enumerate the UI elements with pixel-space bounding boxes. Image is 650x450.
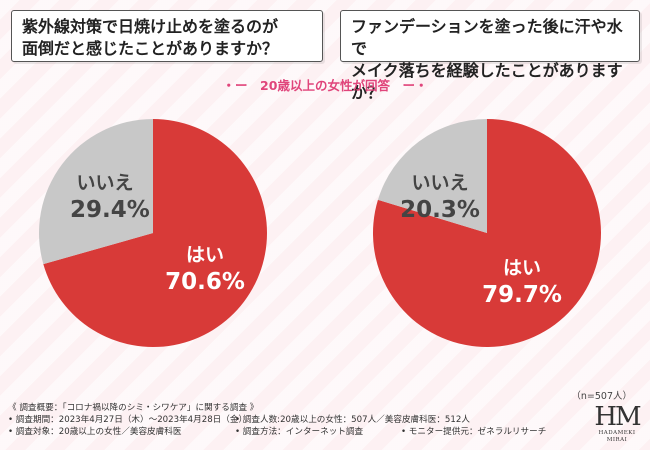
pie-svg-left [39, 119, 268, 347]
pie-left-label-yes: はい 70.6% [160, 240, 250, 295]
footer-provider: • モニター提供元：ゼネラルリサーチ [401, 427, 547, 437]
pie-right-label-no-category: いいえ [411, 172, 469, 194]
pie-right-label-yes-category: はい [502, 257, 541, 279]
pie-left-slice-no [39, 119, 153, 265]
pie-left-label-yes-category: はい [185, 244, 224, 266]
footer-summary: 《 調査概要：「コロナ禍以降のシミ・シワケア」に関する調査 》 [8, 403, 259, 413]
footer-period: • 調査期間：2023年4月27日（木）～2023年4月28日（金） [8, 415, 248, 425]
question-left-line2: 面倒だと感じたことがありますか？ [22, 39, 279, 58]
pie-left-label-no-category: いいえ [76, 172, 134, 194]
question-left-line1: 紫外線対策で日焼け止めを塗るのが [22, 17, 279, 36]
pie-chart-left: いいえ 29.4% はい 70.6% [38, 118, 268, 348]
question-right-line1: ファンデーションを塗った後に汗や水で [351, 17, 623, 58]
pie-right-slice-no [377, 119, 487, 233]
pie-right-label-no: いいえ 20.3% [400, 168, 480, 223]
footer-method: • 調査方法：インターネット調査 [235, 427, 364, 437]
logo-mark: HM [594, 402, 641, 432]
question-box-left: 紫外線対策で日焼け止めを塗るのが 面倒だと感じたことがありますか？ [11, 10, 323, 62]
respondent-subheading: ・ー 20歳以上の女性が回答 ー・ [222, 78, 428, 93]
pie-left-label-no: いいえ 29.4% [70, 168, 150, 223]
pie-right-slice-yes [372, 119, 601, 348]
pie-chart-right: いいえ 20.3% はい 79.7% [372, 118, 602, 348]
pie-left-label-no-value: 29.4% [70, 197, 150, 223]
pie-left-slice-yes [43, 119, 268, 347]
pie-left-label-yes-value: 70.6% [165, 269, 245, 295]
question-right-line2: メイク落ちを経験したことがありますか？ [351, 61, 623, 102]
question-box-right: ファンデーションを塗った後に汗や水で メイク落ちを経験したことがありますか？ [340, 10, 640, 102]
survey-footer: 《 調査概要：「コロナ禍以降のシミ・シワケア」に関する調査 》 • 調査期間：2… [8, 402, 568, 438]
pie-right-label-no-value: 20.3% [400, 197, 480, 223]
pie-right-label-yes: はい 79.7% [477, 253, 567, 308]
pie-right-label-yes-value: 79.7% [482, 282, 562, 308]
hadameki-logo: HM HADAMEKI MIRAI [586, 404, 648, 444]
pie-svg-right [372, 119, 601, 348]
logo-name-line2: MIRAI [606, 437, 628, 443]
logo-name-line1: HADAMEKI [598, 430, 636, 436]
sample-size-note: （n=507人） [571, 391, 632, 402]
footer-count: • 調査人数:20歳以上の女性：507人／美容皮膚科医：512人 [235, 415, 470, 425]
footer-target: • 調査対象：20歳以上の女性／美容皮膚科医 [8, 427, 182, 437]
